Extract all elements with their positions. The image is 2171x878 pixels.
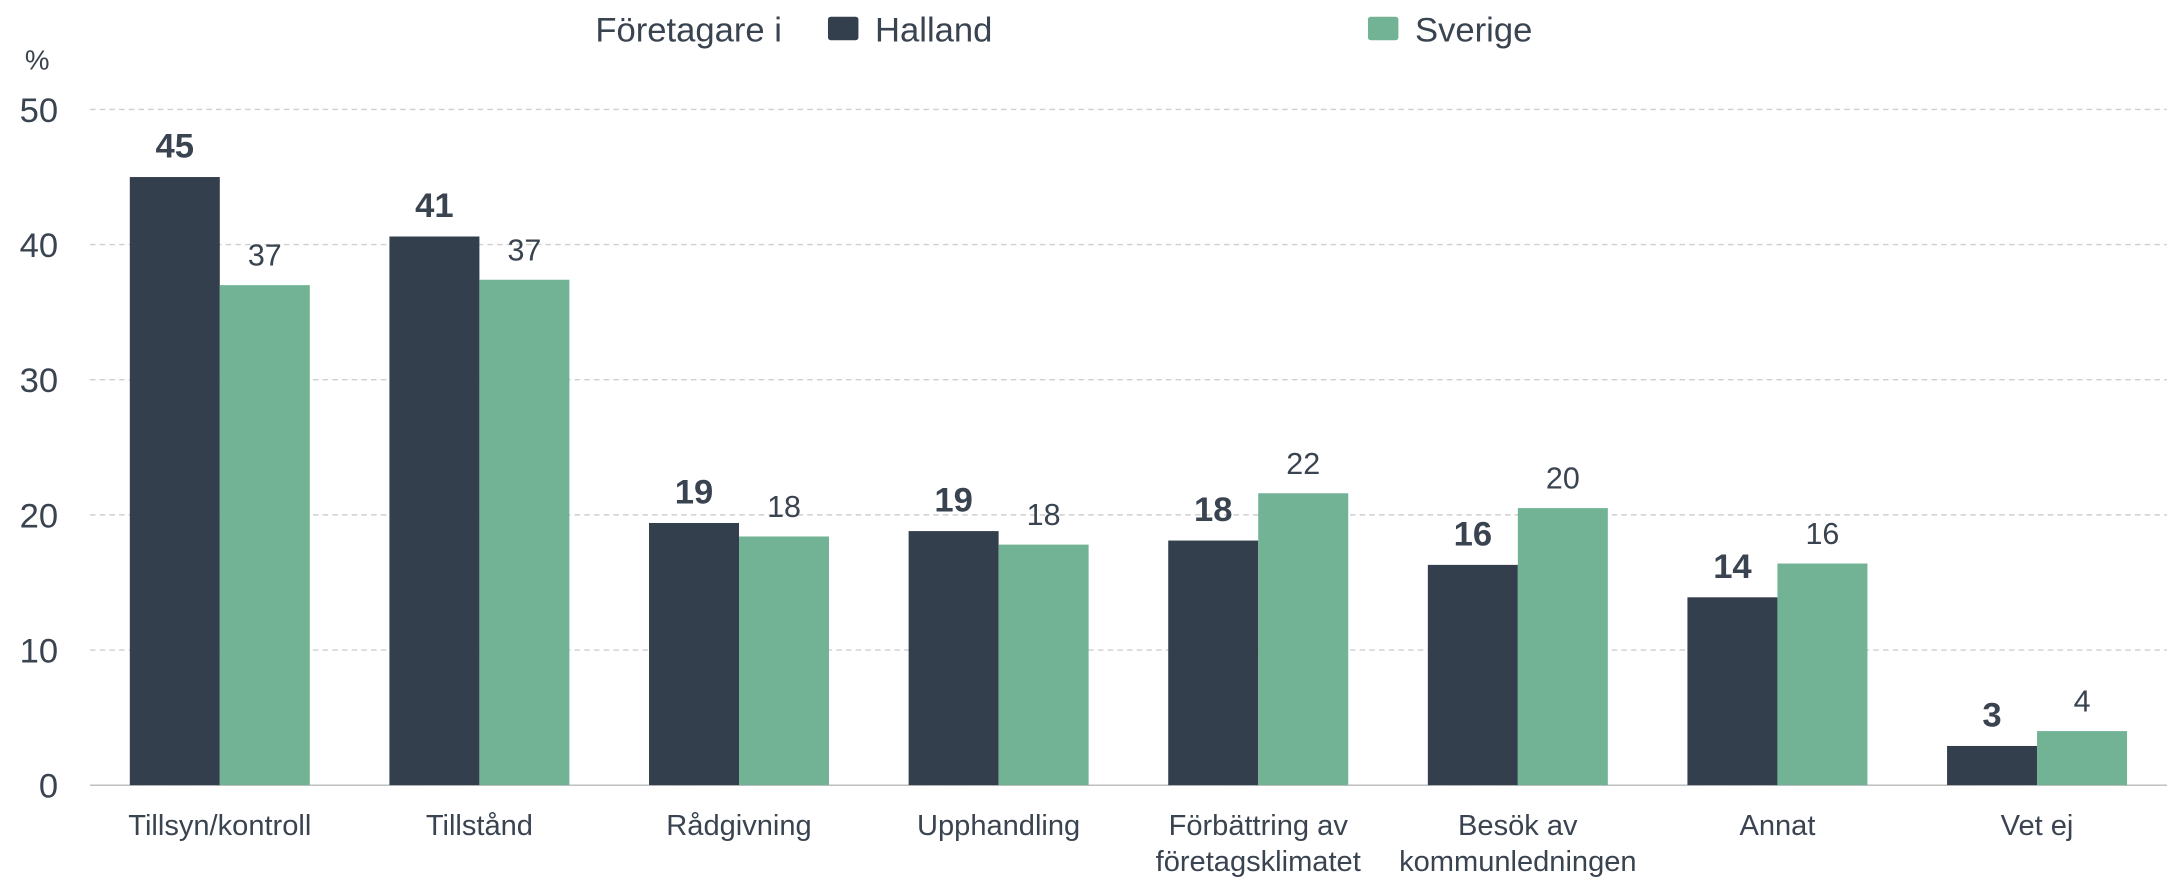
- x-tick-label: Tillsyn/kontroll: [128, 810, 311, 842]
- bar: [998, 544, 1089, 786]
- data-label: 45: [156, 128, 195, 166]
- x-tick-label: Förbättring av företagsklimatet: [1156, 810, 1361, 878]
- data-label: 41: [415, 187, 454, 225]
- legend-label: Halland: [875, 12, 992, 50]
- y-axis-unit: %: [25, 44, 50, 75]
- legend-label: Sverige: [1415, 12, 1532, 50]
- data-label: 18: [1194, 491, 1232, 529]
- bar: [739, 536, 830, 786]
- data-label: 4: [2074, 685, 2091, 719]
- legend-title: Företagare i: [595, 12, 782, 50]
- bar: [1258, 493, 1349, 786]
- data-label: 18: [767, 490, 801, 524]
- y-tick-label: 10: [20, 632, 59, 670]
- x-tick-label: Besök av kommunledningen: [1399, 810, 1637, 878]
- data-label: 14: [1713, 548, 1752, 586]
- x-tick-label: Upphandling: [917, 810, 1080, 842]
- data-label: 18: [1027, 498, 1061, 532]
- data-label: 19: [934, 482, 973, 520]
- bar: [1947, 745, 2038, 786]
- y-tick-label: 0: [39, 768, 58, 806]
- x-tick-label: Tillstånd: [426, 810, 533, 842]
- bar: [389, 236, 480, 786]
- data-label: 37: [248, 239, 282, 273]
- y-tick-label: 40: [20, 227, 59, 265]
- data-label: 3: [1982, 697, 2001, 735]
- bar: [1517, 508, 1608, 786]
- y-tick-label: 50: [20, 92, 59, 130]
- y-tick-label: 30: [20, 362, 59, 400]
- y-tick-label: 20: [20, 497, 59, 535]
- x-tick-label: Vet ej: [2001, 810, 2074, 842]
- bar: [129, 177, 220, 786]
- bar: [1427, 564, 1518, 786]
- legend-swatch: [1367, 16, 1399, 41]
- legend-swatch: [827, 16, 859, 41]
- data-label: 20: [1546, 462, 1580, 496]
- data-label: 16: [1454, 515, 1493, 553]
- bar: [1168, 540, 1259, 786]
- x-tick-label: Rådgivning: [666, 810, 811, 842]
- bar: [908, 531, 999, 786]
- bar: [649, 522, 740, 786]
- bar: [1687, 597, 1778, 786]
- data-label: 19: [675, 474, 713, 512]
- bar: [479, 279, 570, 786]
- bar: [1777, 563, 1868, 786]
- data-label: 22: [1286, 447, 1320, 481]
- data-label: 37: [507, 233, 541, 267]
- data-label: 16: [1805, 517, 1839, 551]
- bar: [219, 285, 310, 786]
- x-tick-label: Annat: [1739, 810, 1815, 842]
- bar: [2037, 731, 2128, 786]
